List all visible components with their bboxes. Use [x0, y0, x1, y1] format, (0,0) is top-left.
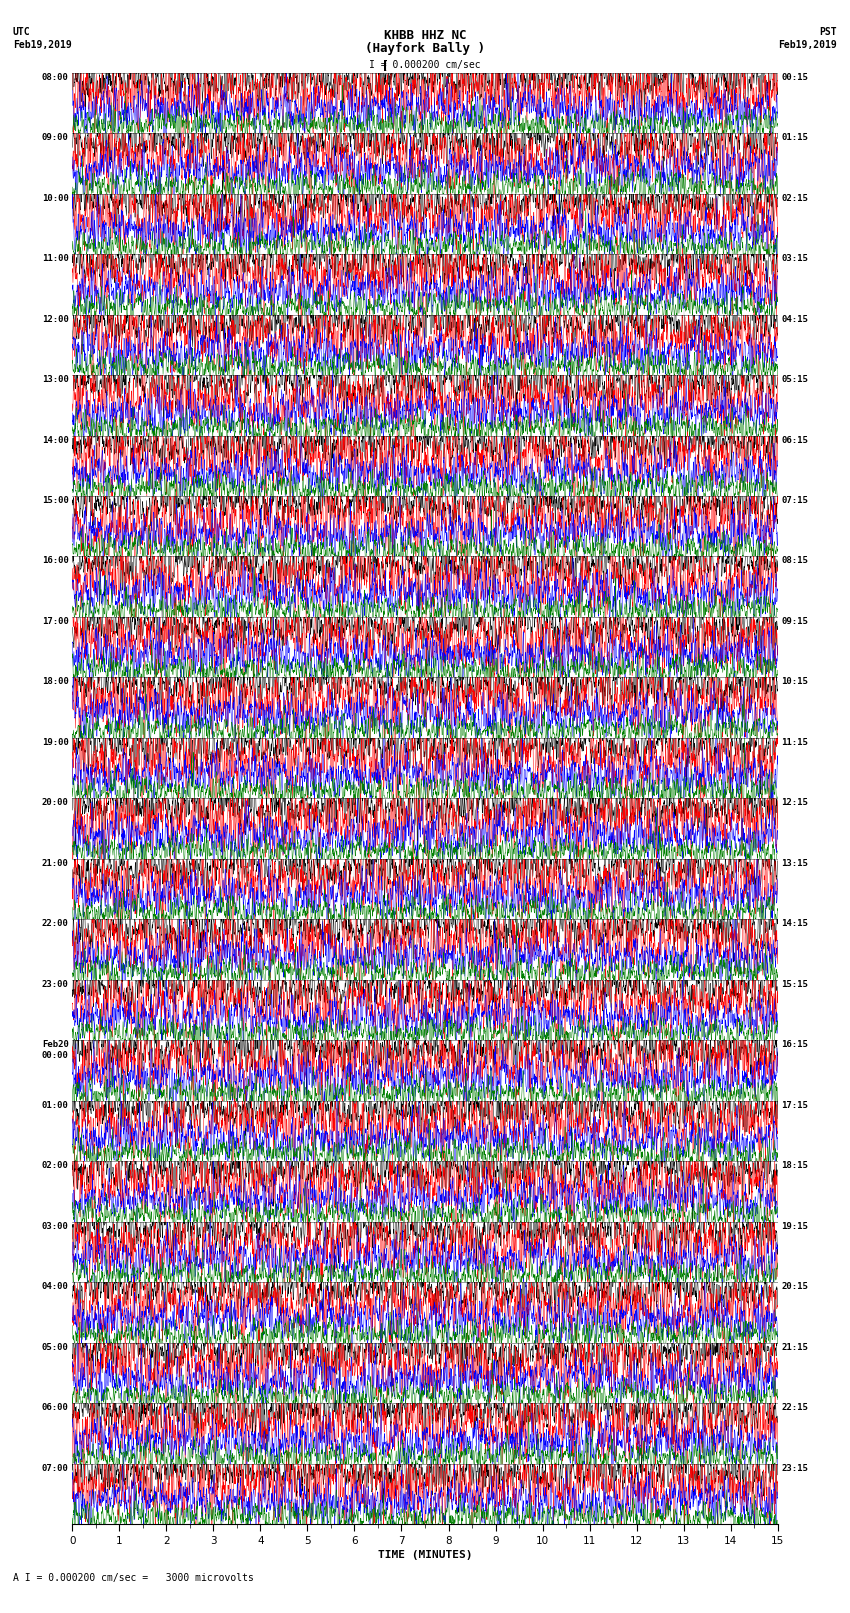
Text: 20:15: 20:15	[781, 1282, 808, 1292]
Text: 17:15: 17:15	[781, 1102, 808, 1110]
Text: 22:15: 22:15	[781, 1403, 808, 1413]
X-axis label: TIME (MINUTES): TIME (MINUTES)	[377, 1550, 473, 1560]
Text: 05:00: 05:00	[42, 1342, 69, 1352]
Text: 16:00: 16:00	[42, 556, 69, 566]
Text: 03:00: 03:00	[42, 1223, 69, 1231]
Text: 20:00: 20:00	[42, 798, 69, 808]
Text: 07:00: 07:00	[42, 1465, 69, 1473]
Text: 08:15: 08:15	[781, 556, 808, 566]
Text: 21:15: 21:15	[781, 1342, 808, 1352]
Text: UTC: UTC	[13, 27, 31, 37]
Text: 07:15: 07:15	[781, 497, 808, 505]
Text: 09:15: 09:15	[781, 618, 808, 626]
Text: 12:00: 12:00	[42, 315, 69, 324]
Text: 13:00: 13:00	[42, 376, 69, 384]
Text: 06:15: 06:15	[781, 436, 808, 445]
Text: 00:15: 00:15	[781, 73, 808, 82]
Text: 19:00: 19:00	[42, 737, 69, 747]
Text: A I = 0.000200 cm/sec =   3000 microvolts: A I = 0.000200 cm/sec = 3000 microvolts	[13, 1573, 253, 1582]
Text: 11:15: 11:15	[781, 737, 808, 747]
Text: 06:00: 06:00	[42, 1403, 69, 1413]
Text: 19:15: 19:15	[781, 1223, 808, 1231]
Text: 17:00: 17:00	[42, 618, 69, 626]
Text: 12:15: 12:15	[781, 798, 808, 808]
Text: 11:00: 11:00	[42, 255, 69, 263]
Text: 23:00: 23:00	[42, 979, 69, 989]
Text: 05:15: 05:15	[781, 376, 808, 384]
Text: 23:15: 23:15	[781, 1465, 808, 1473]
Text: 18:15: 18:15	[781, 1161, 808, 1171]
Text: 21:00: 21:00	[42, 858, 69, 868]
Text: Feb20
00:00: Feb20 00:00	[42, 1040, 69, 1060]
Text: KHBB HHZ NC: KHBB HHZ NC	[383, 29, 467, 42]
Text: 15:00: 15:00	[42, 497, 69, 505]
Text: 22:00: 22:00	[42, 919, 69, 929]
Text: 10:00: 10:00	[42, 194, 69, 203]
Text: 13:15: 13:15	[781, 858, 808, 868]
Text: 01:15: 01:15	[781, 134, 808, 142]
Text: PST: PST	[819, 27, 837, 37]
Text: 08:00: 08:00	[42, 73, 69, 82]
Text: 09:00: 09:00	[42, 134, 69, 142]
Text: 04:00: 04:00	[42, 1282, 69, 1292]
Text: 02:15: 02:15	[781, 194, 808, 203]
Text: Feb19,2019: Feb19,2019	[779, 40, 837, 50]
Text: 02:00: 02:00	[42, 1161, 69, 1171]
Text: 16:15: 16:15	[781, 1040, 808, 1050]
Text: I = 0.000200 cm/sec: I = 0.000200 cm/sec	[369, 60, 481, 69]
Text: 18:00: 18:00	[42, 677, 69, 687]
Text: 03:15: 03:15	[781, 255, 808, 263]
Text: (Hayfork Bally ): (Hayfork Bally )	[365, 42, 485, 55]
Text: 14:15: 14:15	[781, 919, 808, 929]
Text: Feb19,2019: Feb19,2019	[13, 40, 71, 50]
Text: 10:15: 10:15	[781, 677, 808, 687]
Text: 04:15: 04:15	[781, 315, 808, 324]
Text: 15:15: 15:15	[781, 979, 808, 989]
Text: 14:00: 14:00	[42, 436, 69, 445]
Text: 01:00: 01:00	[42, 1102, 69, 1110]
